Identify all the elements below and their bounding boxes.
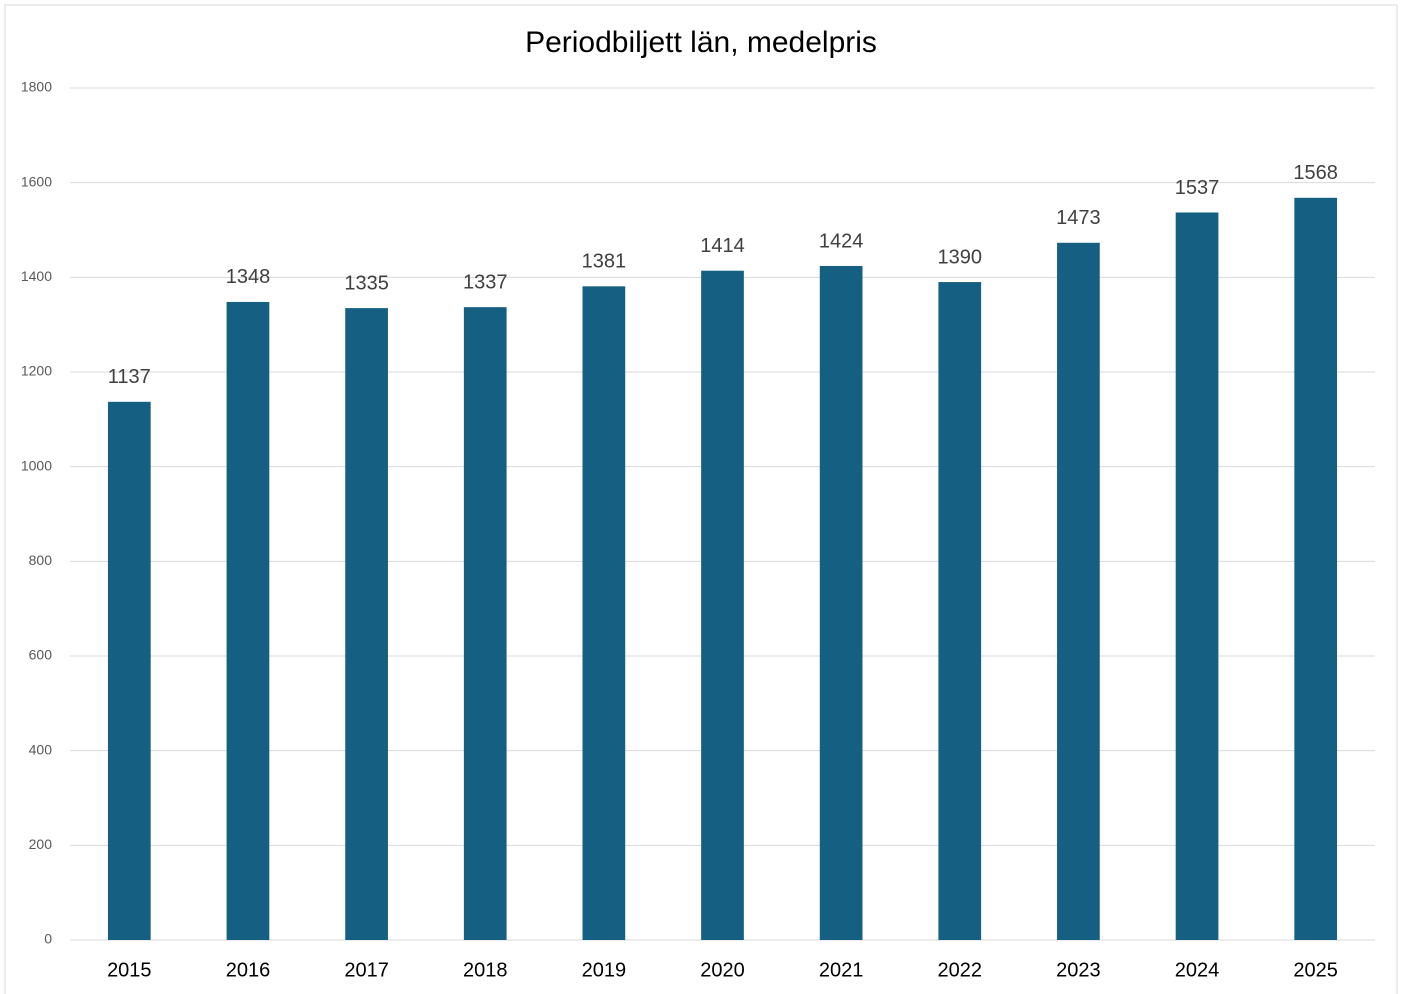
- bar: [701, 270, 744, 940]
- x-tick-label: 2017: [344, 959, 389, 981]
- chart-title: Periodbiljett län, medelpris: [525, 26, 877, 59]
- data-label: 1348: [226, 266, 271, 288]
- bar: [1057, 242, 1100, 940]
- x-tick-label: 2019: [582, 959, 627, 981]
- data-label: 1335: [344, 272, 389, 294]
- x-tick-label: 2015: [107, 959, 152, 981]
- y-tick-label: 1800: [21, 79, 52, 95]
- bar: [938, 282, 982, 941]
- data-label: 1473: [1056, 207, 1101, 229]
- bar: [345, 308, 388, 941]
- data-label: 1137: [108, 366, 151, 388]
- data-label: 1337: [463, 271, 508, 293]
- data-label: 1381: [582, 251, 627, 273]
- y-tick-label: 1000: [21, 457, 52, 473]
- data-label: 1424: [819, 230, 864, 252]
- bar: [582, 286, 626, 940]
- bar: [107, 401, 151, 940]
- x-tick-label: 2025: [1293, 959, 1338, 981]
- y-tick-label: 800: [29, 552, 53, 568]
- bar: [226, 301, 270, 940]
- x-tick-label: 2024: [1175, 959, 1220, 981]
- x-tick-label: 2021: [819, 959, 864, 981]
- bar: [463, 307, 507, 940]
- x-tick-label: 2023: [1056, 959, 1101, 981]
- bar: [1175, 212, 1219, 940]
- y-tick-label: 600: [29, 647, 53, 663]
- x-tick-label: 2016: [226, 959, 271, 981]
- y-tick-label: 0: [44, 931, 52, 947]
- data-label: 1390: [938, 246, 983, 268]
- y-tick-label: 1400: [21, 268, 52, 284]
- bar: [1294, 197, 1338, 940]
- bar: [819, 265, 863, 940]
- data-label: 1568: [1293, 162, 1338, 184]
- x-tick-label: 2020: [700, 959, 745, 981]
- data-label: 1414: [700, 235, 745, 257]
- y-tick-label: 1200: [21, 363, 52, 379]
- x-tick-label: 2018: [463, 959, 508, 981]
- x-tick-label: 2022: [938, 959, 983, 981]
- y-tick-label: 200: [29, 836, 53, 852]
- y-tick-label: 1600: [21, 173, 52, 189]
- y-tick-label: 400: [29, 741, 53, 757]
- data-label: 1537: [1175, 177, 1220, 199]
